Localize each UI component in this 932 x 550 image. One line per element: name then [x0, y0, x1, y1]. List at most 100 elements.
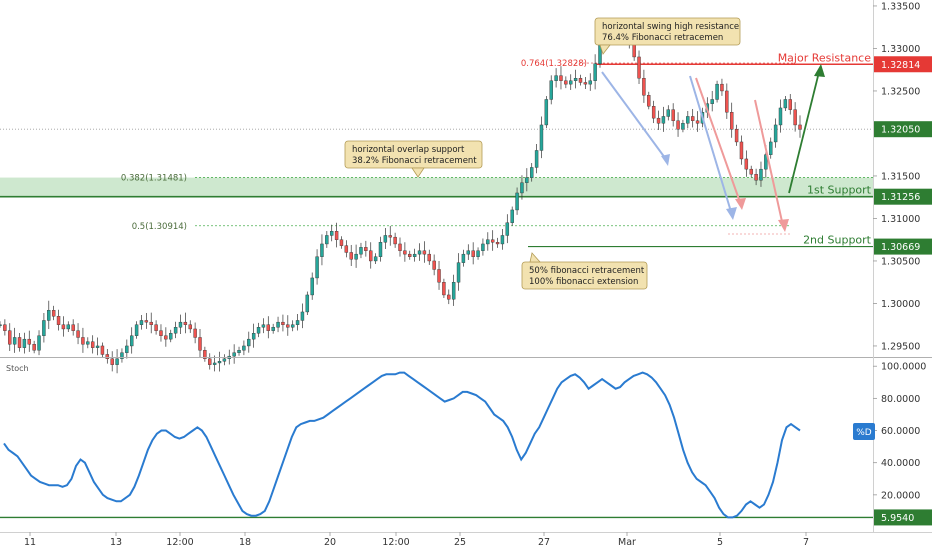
price-label-badge: [874, 121, 932, 138]
time-axis[interactable]: 11 13 12:00 18 20 12:00 25 27 Mar 5 7: [24, 532, 809, 548]
price-tick-label: 1.31000: [881, 214, 920, 225]
candle: [798, 115, 802, 138]
price-label-badge: [874, 188, 932, 205]
price-label-badge: [874, 238, 932, 255]
candle: [90, 335, 95, 354]
candle: [344, 240, 349, 258]
candle: [295, 313, 300, 331]
price-tick-label: 1.32500: [881, 86, 920, 97]
candle: [315, 249, 319, 285]
candle: [242, 340, 246, 356]
candle: [222, 354, 227, 366]
candle: [578, 74, 583, 86]
stoch-axis[interactable]: 100.0000 80.0000 60.0000 40.0000 20.0000 5.95…: [873, 362, 932, 526]
price-tick-label: 1.30000: [881, 299, 920, 310]
candle: [666, 105, 671, 121]
stoch-tick-label: 40.0000: [881, 458, 920, 469]
red-arrowhead-2: [778, 219, 789, 232]
candle: [588, 73, 592, 91]
candle: [383, 227, 388, 249]
candle: [466, 244, 471, 260]
candle: [549, 75, 553, 105]
green-up-arrow: [788, 71, 820, 194]
candle: [539, 116, 544, 159]
candle: [686, 111, 690, 129]
time-tick-label: 27: [538, 537, 550, 548]
candle: [520, 175, 524, 200]
candle: [695, 111, 700, 132]
callout-overlap-support[interactable]: horizontal overlap support 38.2% Fibonac…: [344, 140, 483, 178]
candle: [37, 330, 41, 356]
time-tick-label: 11: [24, 537, 36, 548]
candle: [559, 66, 563, 90]
candle: [349, 244, 353, 266]
candle: [86, 337, 90, 349]
candle: [529, 163, 534, 182]
candle: [661, 106, 666, 132]
candle: [61, 316, 66, 337]
candle: [378, 236, 383, 262]
price-pane[interactable]: 0.382(1.31481) 0.5(1.30914) 0.764(1.3282…: [0, 17, 873, 374]
price-label-badge: [874, 56, 932, 73]
candle: [451, 274, 456, 306]
candle: [525, 168, 529, 192]
price-axis[interactable]: 1.33500 1.33000 1.32500 1.32050 1.31500 1.312…: [873, 1, 932, 352]
candle: [329, 224, 334, 242]
candle: [110, 351, 114, 372]
stoch-series-badge: [853, 423, 875, 440]
candle: [125, 339, 129, 359]
stoch-line: [3, 371, 801, 519]
drawn-arrows: [601, 64, 825, 235]
callout-line-2: 76.4% Fibonacci retracemen: [602, 33, 723, 43]
candle: [300, 303, 305, 329]
candle: [183, 312, 188, 334]
candle: [412, 248, 417, 262]
candle: [651, 100, 656, 124]
stoch-tick-label: 80.0000: [881, 394, 920, 405]
candle: [647, 91, 651, 110]
candle: [212, 355, 217, 372]
candle: [12, 327, 17, 353]
candle: [261, 318, 266, 334]
candle: [339, 236, 344, 249]
candle: [95, 337, 100, 356]
candle: [427, 249, 431, 265]
candle: [42, 312, 46, 343]
callout-line-1: horizontal swing high resistance: [602, 22, 739, 32]
callout-line-2: 100% fibonacci extension: [529, 277, 638, 287]
stoch-pane[interactable]: Stoch 100.0000 80.0000 60.0000 40.0000 20.00…: [0, 362, 932, 526]
candle: [310, 272, 314, 300]
candle: [671, 103, 675, 127]
candle: [3, 319, 7, 336]
time-tick-label: 12:00: [166, 537, 193, 548]
candle: [27, 330, 31, 352]
major-resistance-label: Major Resistance: [778, 51, 872, 64]
time-tick-label: 20: [324, 537, 336, 548]
candle: [773, 118, 778, 148]
candle: [788, 94, 792, 115]
candle: [354, 244, 358, 268]
candle: [417, 243, 422, 261]
callout-fib-extension[interactable]: 50% fibonacci retracement 100% fibonacci…: [521, 252, 648, 290]
candle: [656, 110, 661, 130]
candle: [276, 316, 280, 333]
callout-pointer: [599, 44, 611, 55]
stoch-tick-label: 100.0000: [881, 362, 926, 373]
blue-down-arrow-2: [689, 75, 733, 216]
candle: [442, 278, 446, 299]
candle: [364, 240, 368, 257]
second-support-label: 2nd Support: [803, 234, 872, 247]
candle: [247, 331, 251, 353]
candle: [149, 312, 153, 334]
price-tick-label: 1.31256: [881, 192, 920, 203]
candle: [569, 74, 573, 90]
candle: [744, 150, 749, 177]
candle: [144, 312, 149, 329]
candle: [325, 231, 329, 248]
price-tick-label: 1.30669: [881, 242, 920, 253]
callout-swing-high[interactable]: horizontal swing high resistance 76.4% F…: [594, 17, 741, 55]
candle: [237, 346, 241, 356]
candle: [373, 253, 378, 265]
candle: [544, 96, 549, 129]
